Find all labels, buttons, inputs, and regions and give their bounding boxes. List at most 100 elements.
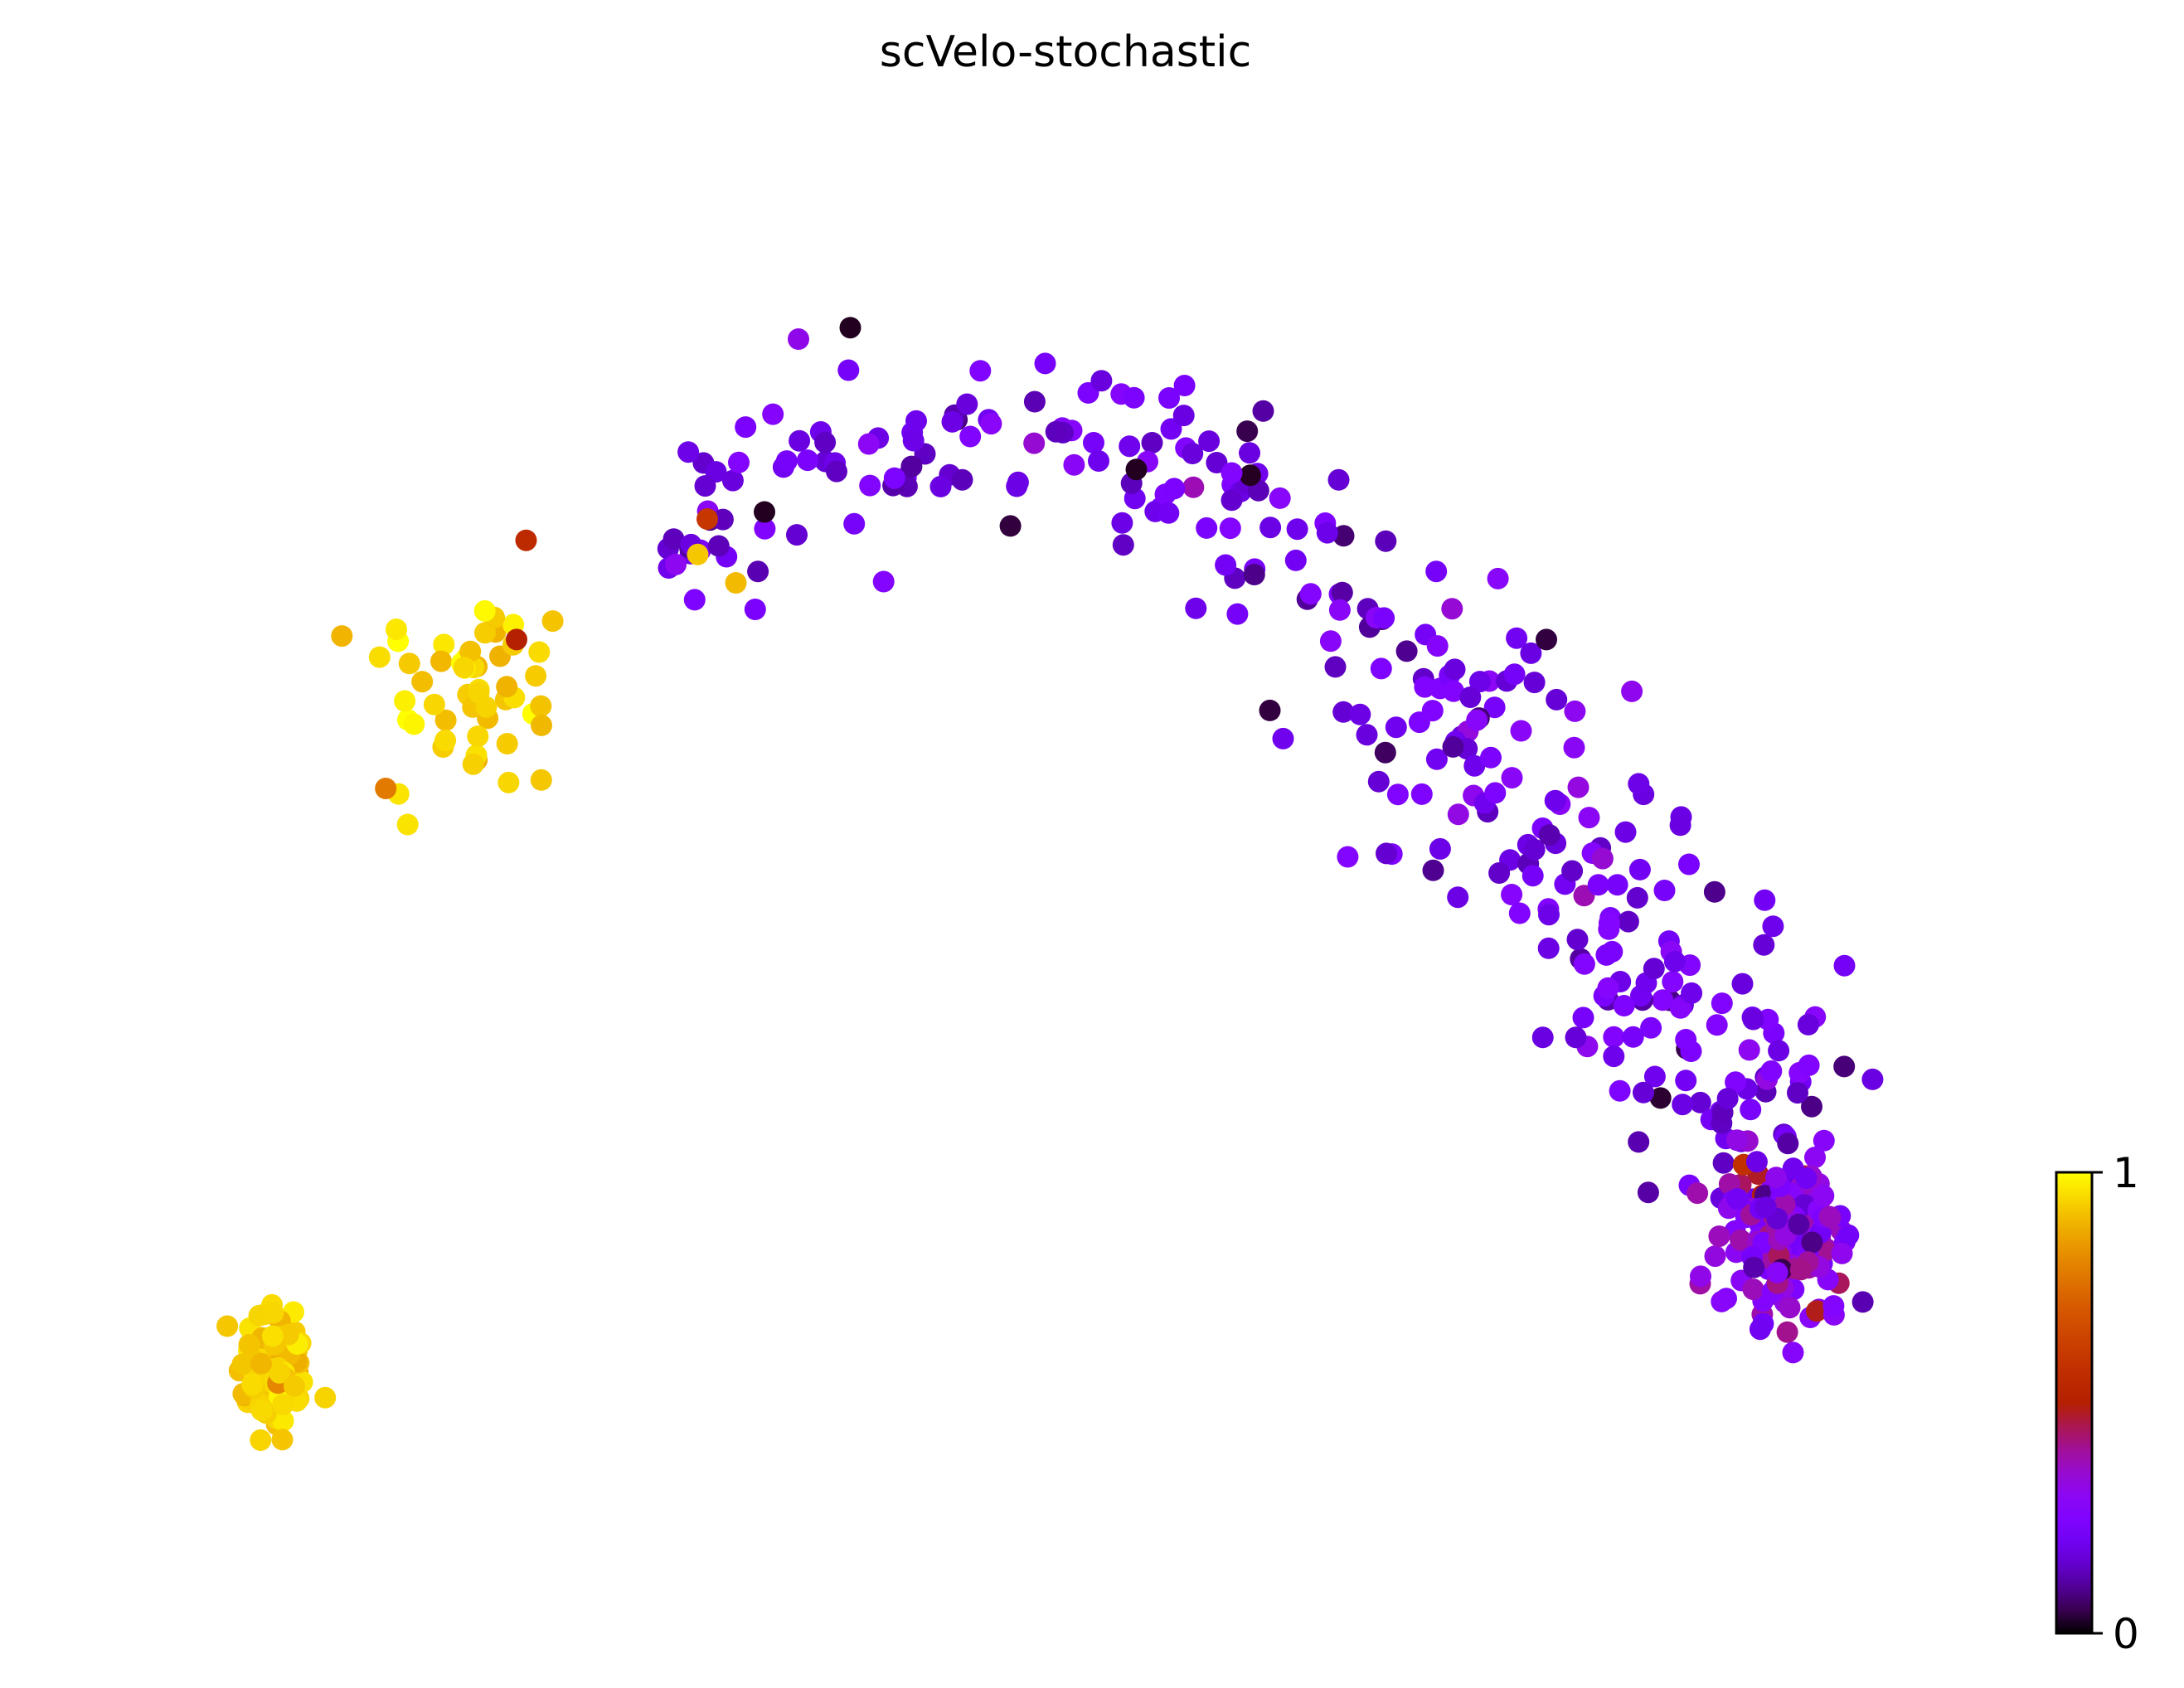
- scatter-point: [272, 1409, 294, 1432]
- scatter-point: [1272, 727, 1294, 749]
- scatter-point: [1414, 676, 1436, 698]
- scatter-point: [1795, 1167, 1818, 1190]
- scatter-point: [1753, 934, 1775, 956]
- scatter-point: [1221, 462, 1243, 484]
- scatter-point: [969, 360, 992, 382]
- scatter-point: [541, 610, 564, 633]
- scatter-point: [900, 455, 923, 478]
- scatter-point: [735, 416, 757, 439]
- scatter-point: [1546, 688, 1568, 711]
- scatter-point: [1711, 992, 1733, 1015]
- scatter-point: [1833, 1055, 1856, 1078]
- scatter-point: [1643, 1065, 1666, 1088]
- scatter-point: [1441, 598, 1463, 620]
- scatter-point: [662, 528, 685, 551]
- scatter-point: [837, 359, 860, 381]
- scatter-point: [1776, 1321, 1798, 1343]
- scatter-point: [1356, 724, 1378, 746]
- scatter-point: [434, 709, 457, 731]
- scatter-point: [1269, 487, 1291, 509]
- scatter-point: [1503, 663, 1526, 686]
- scatter-point: [1395, 640, 1418, 662]
- scatter-point: [1252, 400, 1274, 422]
- scatter-point: [331, 625, 353, 648]
- scatter-point: [284, 1375, 305, 1397]
- scatter-point: [665, 553, 687, 575]
- scatter-point: [1731, 973, 1754, 995]
- scatter-point: [1332, 525, 1355, 547]
- scatter-point: [1367, 770, 1390, 793]
- scatter-point: [525, 665, 547, 687]
- scatter-point: [1675, 1029, 1697, 1050]
- scatter-point: [250, 1352, 272, 1375]
- scatter-point: [1259, 517, 1282, 539]
- scatter-point: [1376, 842, 1397, 865]
- scatter-point: [1337, 846, 1359, 868]
- scatter-point: [1501, 767, 1523, 789]
- scatter-point: [1239, 442, 1260, 464]
- scatter-point: [1182, 443, 1204, 464]
- scatter-point: [1236, 420, 1259, 443]
- scatter-point: [1370, 657, 1392, 680]
- scatter-point: [528, 641, 551, 663]
- scatter-point: [1837, 1224, 1860, 1246]
- scatter-point: [1745, 1151, 1768, 1173]
- scatter-point: [1463, 754, 1486, 777]
- scatter-point: [1319, 630, 1342, 652]
- scatter-point: [883, 467, 905, 489]
- scatter-point: [250, 1429, 272, 1451]
- scatter-point: [530, 769, 552, 791]
- scatter-point: [216, 1315, 239, 1337]
- scatter-point: [1617, 910, 1639, 933]
- scatter-point: [462, 753, 484, 775]
- scatter-point: [1332, 701, 1355, 723]
- scatter-point: [1172, 405, 1195, 427]
- scatter-point: [1711, 1290, 1733, 1312]
- scatter-point: [789, 429, 811, 452]
- scatter-point: [467, 725, 489, 748]
- scatter-point: [475, 696, 497, 718]
- colorbar-fill: [2055, 1171, 2094, 1635]
- scatter-point: [999, 515, 1022, 537]
- scatter-point: [1215, 554, 1237, 576]
- scatter-point: [1488, 862, 1511, 884]
- scatter-point: [1738, 1039, 1760, 1061]
- scatter-point: [506, 628, 527, 651]
- colorbar-tick-label-max: 1: [2113, 1149, 2139, 1197]
- scatter-point: [1789, 1259, 1812, 1281]
- scatter-point: [1563, 736, 1585, 759]
- scatter-point: [1537, 937, 1560, 959]
- scatter-point: [1653, 880, 1676, 901]
- scatter-point: [1538, 904, 1560, 926]
- scatter-point: [1633, 1081, 1654, 1104]
- scatter-point: [951, 468, 973, 491]
- scatter-point: [1324, 656, 1347, 678]
- scatter-point: [1652, 989, 1674, 1011]
- scatter-point: [1708, 1225, 1730, 1248]
- scatter-point: [1160, 418, 1182, 440]
- scatter-point: [1754, 1196, 1777, 1219]
- scatter-point: [1801, 1231, 1823, 1254]
- scatter-point: [1788, 1213, 1810, 1235]
- scatter-point: [956, 393, 978, 415]
- scatter-point: [1484, 782, 1507, 804]
- scatter-point: [423, 693, 445, 715]
- scatter-point: [1806, 1300, 1827, 1322]
- scatter-point: [1185, 597, 1207, 619]
- scatter-point: [269, 1361, 291, 1384]
- scatter-point: [1531, 1026, 1554, 1049]
- scatter-point: [272, 1394, 294, 1416]
- colorbar: 1 0: [2055, 1149, 2139, 1658]
- scatter-point: [1259, 699, 1281, 721]
- scatter-point: [386, 618, 407, 641]
- scatter-point: [250, 1399, 273, 1422]
- scatter-point: [1447, 803, 1469, 826]
- scatter-point: [1565, 1026, 1587, 1049]
- scatter-point: [1782, 1341, 1804, 1364]
- scatter-point: [857, 433, 880, 455]
- scatter-point: [1704, 1245, 1726, 1268]
- scatter-point: [1649, 1087, 1672, 1109]
- scatter-point: [1742, 1278, 1764, 1301]
- scatter-point: [403, 713, 425, 735]
- scatter-point: [1349, 703, 1371, 725]
